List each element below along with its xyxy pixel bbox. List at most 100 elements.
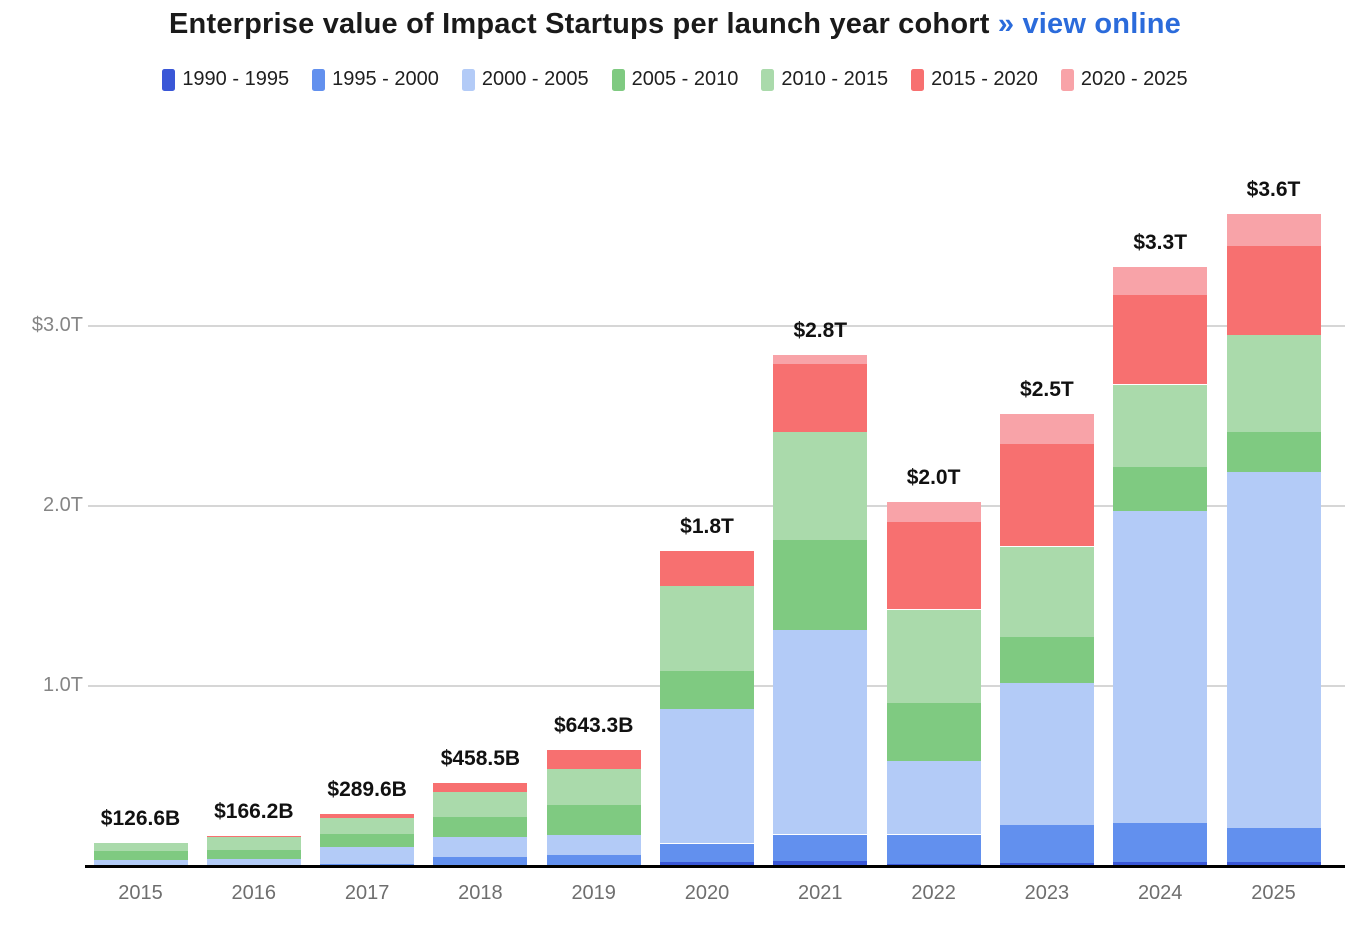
bar-segment-2017-2010-2015	[320, 818, 415, 834]
x-tick-2017: 2017	[344, 882, 390, 904]
bar-segment-2021-2015-2020	[773, 363, 868, 433]
bar-segment-2022-2005-2010	[886, 703, 981, 761]
bar-segment-2023-2015-2020	[999, 443, 1094, 547]
bar-segment-2022-2000-2005	[886, 760, 981, 835]
bar-total-label-2021: $2.8T	[793, 318, 848, 342]
x-tick-2023: 2023	[1024, 882, 1070, 904]
bar-segment-2018-2005-2010	[433, 817, 528, 837]
legend-swatch-1995-2000	[312, 68, 326, 91]
x-tick-2015: 2015	[118, 882, 163, 904]
legend-item-1990-1995: 1990 - 1995	[162, 68, 289, 91]
bar-segment-2024-2005-2010	[1113, 467, 1208, 512]
x-tick-2024: 2024	[1137, 882, 1183, 904]
bar-segment-2019-2010-2015	[546, 769, 641, 806]
bar-segment-2016-2005-2010	[206, 849, 301, 860]
legend-label-2020-2025: 2020 - 2025	[1080, 68, 1188, 90]
bar-segment-2022-1995-2000	[886, 834, 981, 865]
legend-item-2015-2020: 2015 - 2020	[911, 68, 1038, 91]
bar-segment-2022-2015-2020	[886, 522, 981, 610]
x-tick-2021: 2021	[798, 882, 843, 904]
bar-total-label-2015: $126.6B	[100, 807, 181, 831]
bar-segment-2019-2015-2020	[546, 750, 641, 770]
view-online-link[interactable]: » view online	[997, 8, 1181, 40]
bar-total-label-2023: $2.5T	[1020, 378, 1074, 402]
bar-segment-2021-2000-2005	[773, 630, 868, 835]
legend-swatch-2010-2015	[761, 68, 775, 91]
legend-swatch-2005-2010	[611, 68, 625, 91]
bar-segment-2015-2010-2015	[93, 843, 188, 852]
x-tick-2025: 2025	[1251, 882, 1296, 904]
legend-label-2005-2010: 2005 - 2010	[631, 68, 739, 90]
bar-segment-2016-2015-2020	[206, 836, 301, 837]
bar-segment-2017-2000-2005	[320, 847, 415, 864]
x-tick-2022: 2022	[911, 882, 956, 904]
bar-segment-2018-2015-2020	[433, 783, 528, 793]
legend-item-2005-2010: 2005 - 2010	[611, 68, 739, 91]
legend-label-2015-2020: 2015 - 2020	[931, 68, 1038, 90]
bar-segment-2020-2015-2020	[660, 551, 754, 587]
bar-segment-2016-2000-2005	[206, 859, 301, 865]
y-tick-2-0t: 2.0T	[42, 494, 83, 516]
bar-segment-2025-2000-2005	[1226, 471, 1321, 829]
bar-total-label-2020: $1.8T	[680, 515, 734, 538]
chart-title: Enterprise value of Impact Startups per …	[169, 8, 990, 40]
bar-segment-2025-1990-1995	[1226, 862, 1321, 866]
bar-segment-2024-1990-1995	[1113, 862, 1208, 866]
bar-segment-2022-2010-2015	[886, 609, 981, 704]
x-tick-2020: 2020	[684, 882, 730, 904]
gridline-3-0t	[88, 325, 1345, 327]
bar-segment-2024-2000-2005	[1113, 511, 1208, 823]
legend-swatch-2020-2025	[1060, 68, 1074, 91]
bar-total-label-2022: $2.0T	[906, 466, 961, 490]
x-axis-line	[85, 864, 1345, 868]
bar-segment-2023-2005-2010	[999, 636, 1094, 684]
bar-segment-2023-2020-2025	[999, 414, 1094, 444]
bar-segment-2015-2000-2005	[93, 859, 188, 865]
bar-segment-2020-2005-2010	[660, 670, 754, 710]
legend-label-2000-2005: 2000 - 2005	[481, 68, 589, 90]
bar-segment-2022-2020-2025	[886, 502, 981, 523]
x-tick-2018: 2018	[458, 882, 503, 904]
legend-swatch-2015-2020	[911, 68, 925, 91]
chart-title-row: Enterprise value of Impact Startups per …	[0, 8, 1350, 41]
bar-segment-2024-2010-2015	[1113, 384, 1208, 468]
bar-segment-2020-1995-2000	[660, 843, 754, 863]
legend-item-1995-2000: 1995 - 2000	[312, 68, 439, 91]
bar-segment-2017-2015-2020	[320, 813, 415, 819]
x-tick-2016: 2016	[231, 882, 277, 904]
legend-label-1995-2000: 1995 - 2000	[332, 68, 439, 90]
x-tick-2019: 2019	[571, 882, 616, 904]
bar-segment-2020-2000-2005	[660, 709, 754, 844]
legend-item-2020-2025: 2020 - 2025	[1060, 68, 1188, 91]
bar-segment-2025-2020-2025	[1226, 214, 1321, 246]
bar-segment-2020-1990-1995	[660, 862, 754, 866]
bar-segment-2023-2010-2015	[999, 546, 1094, 637]
bar-segment-2025-2015-2020	[1226, 245, 1321, 335]
bar-total-label-2016: $166.2B	[214, 800, 294, 824]
bar-segment-2023-2000-2005	[999, 683, 1094, 825]
chart-legend: 1990 - 1995 1995 - 2000 2000 - 2005 2005 - …	[0, 68, 1350, 91]
bar-total-label-2024: $3.3T	[1133, 230, 1188, 254]
bar-segment-2017-2005-2010	[320, 833, 415, 848]
legend-item-2010-2015: 2010 - 2015	[761, 68, 888, 91]
bar-segment-2024-2015-2020	[1113, 295, 1208, 385]
bar-segment-2015-2005-2010	[93, 851, 188, 860]
gridline-2-0t	[88, 505, 1345, 507]
bar-segment-2025-1995-2000	[1226, 828, 1321, 863]
bar-segment-2019-2000-2005	[546, 835, 641, 856]
bar-segment-2018-1995-2000	[433, 857, 528, 866]
y-tick-1-0t: 1.0T	[42, 674, 83, 696]
bar-segment-2020-2010-2015	[660, 586, 754, 671]
bar-total-label-2018: $458.5B	[440, 747, 521, 771]
legend-item-2000-2005: 2000 - 2005	[461, 68, 589, 91]
bar-segment-2021-2020-2025	[773, 354, 868, 364]
bar-segment-2021-1995-2000	[773, 834, 868, 861]
legend-swatch-1990-1995	[162, 68, 176, 91]
bar-segment-2021-1990-1995	[773, 860, 868, 866]
bar-segment-2024-2020-2025	[1113, 266, 1208, 296]
bar-segment-2019-1995-2000	[546, 855, 641, 866]
bar-segment-2018-2010-2015	[433, 792, 528, 818]
legend-label-1990-1995: 1990 - 1995	[182, 68, 290, 90]
bar-segment-2018-2000-2005	[433, 836, 528, 857]
